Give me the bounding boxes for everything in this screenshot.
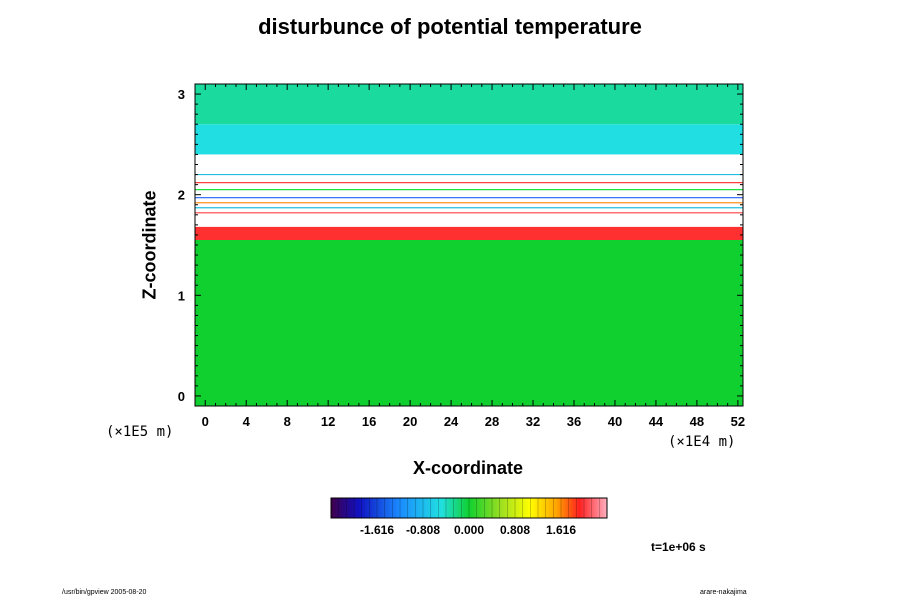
x-tick-label: 0 xyxy=(202,414,209,429)
colorbar-tick-label: 1.616 xyxy=(546,523,576,537)
heatmap-band xyxy=(195,154,743,230)
x-tick-label: 12 xyxy=(321,414,335,429)
y-tick-label: 0 xyxy=(178,389,185,404)
heatmap-band xyxy=(195,226,743,240)
x-tick-label: 28 xyxy=(485,414,499,429)
x-tick-label: 24 xyxy=(444,414,459,429)
heatmap-field xyxy=(195,84,743,406)
x-tick-label: 36 xyxy=(567,414,581,429)
x-axis-label: X-coordinate xyxy=(412,458,523,478)
x-tick-label: 48 xyxy=(690,414,704,429)
heatmap-band xyxy=(195,84,743,125)
colorbar-gradient xyxy=(330,497,608,519)
y-tick-label: 3 xyxy=(178,87,185,102)
heatmap-band xyxy=(195,239,743,406)
x-tick-label: 8 xyxy=(284,414,291,429)
heatmap-band xyxy=(195,124,743,155)
colorbar-tick-label: -0.808 xyxy=(406,523,440,537)
x-tick-label: 20 xyxy=(403,414,417,429)
footer-left: /usr/bin/gpview 2005-08-20 xyxy=(62,589,147,596)
x-tick-label: 44 xyxy=(649,414,664,429)
y-axis-label: Z-coordinate xyxy=(139,190,160,300)
x-axis-unit: (×1E4 m) xyxy=(668,434,736,450)
time-label: t=1e+06 s xyxy=(651,540,706,554)
x-tick-label: 4 xyxy=(243,414,251,429)
colorbar-tick-label: 0.808 xyxy=(500,523,530,537)
footer-right: arare-nakajima xyxy=(700,589,747,596)
y-axis: 0 1 2 3 xyxy=(178,83,743,407)
x-axis: 0 4 8 12 16 20 24 28 32 36 40 44 48 52 xyxy=(202,84,745,429)
colorbar: -1.616 -0.808 0.000 0.808 1.616 xyxy=(330,497,608,537)
x-tick-label: 16 xyxy=(362,414,376,429)
chart-title: disturbunce of potential temperature xyxy=(258,14,642,39)
y-tick-label: 2 xyxy=(178,188,185,203)
y-axis-unit: (×1E5 m) xyxy=(106,424,174,440)
y-tick-label: 1 xyxy=(178,288,185,303)
colorbar-tick-label: -1.616 xyxy=(360,523,394,537)
x-tick-label: 32 xyxy=(526,414,540,429)
x-tick-label: 52 xyxy=(731,414,745,429)
x-tick-label: 40 xyxy=(608,414,622,429)
colorbar-tick-label: 0.000 xyxy=(454,523,484,537)
